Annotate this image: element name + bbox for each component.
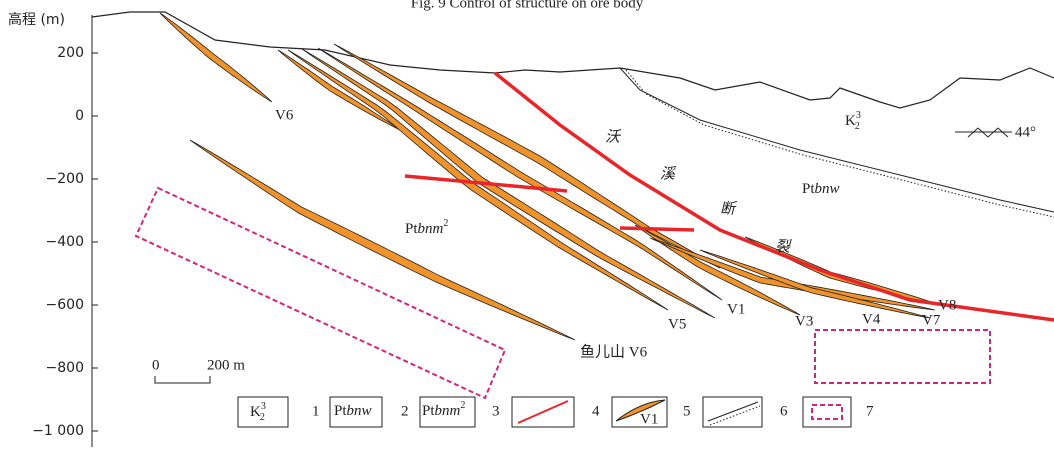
text: 2 [855, 121, 860, 132]
text: Pt [422, 403, 435, 419]
text: bnm [435, 403, 461, 419]
unconformity-dotted [626, 70, 1054, 217]
vein-label: V4 [862, 311, 881, 327]
title: Fig. 9 Control of structure on ore body [411, 0, 644, 11]
scale-label: 200 m [207, 357, 245, 373]
section: Fig. 9 Control of structure on ore body … [0, 0, 1054, 447]
vein-label: V1 [727, 301, 745, 317]
text: 3 [261, 401, 266, 412]
legend-number: 6 [780, 403, 788, 419]
legend-number: 3 [492, 403, 500, 419]
target-zone [815, 330, 990, 383]
text: Pt [334, 403, 347, 419]
topography [92, 12, 1054, 108]
tick-label: −1 000 [32, 423, 84, 439]
text: bnm [418, 221, 444, 237]
formation-label: Ptbnw [802, 181, 840, 197]
fault-label: 断 [720, 200, 738, 217]
scale-label: 0 [152, 357, 160, 373]
tick-label: −600 [46, 297, 84, 313]
fault [620, 228, 694, 230]
fault-label: 溪 [660, 165, 677, 182]
text: Pt [405, 221, 418, 237]
tick-label: −200 [46, 171, 84, 187]
text: bnw [815, 181, 840, 197]
vein-label: V3 [795, 313, 813, 329]
legend-line [708, 402, 758, 421]
legend-fault [518, 401, 568, 423]
text: 2 [443, 218, 448, 229]
tick-label: −400 [46, 234, 84, 250]
ticks: 200 0 −200 −400 −600 −800 −1 000 [32, 45, 98, 439]
fault-label: 裂 [775, 238, 792, 255]
legend-zone [812, 405, 842, 419]
text: 3 [856, 110, 861, 121]
vein-label: 鱼儿山 V6 [580, 342, 648, 360]
legend-number: 5 [683, 403, 691, 419]
fault-label: 沃 [605, 128, 622, 145]
vein-label: V8 [938, 297, 956, 313]
legend-line [710, 406, 760, 425]
fault [405, 176, 567, 191]
attitude: 44° [1015, 124, 1036, 140]
legend-number: 7 [866, 403, 874, 419]
text: 2 [460, 400, 465, 411]
scale-bar [155, 376, 210, 383]
ore-vein [160, 13, 272, 102]
axis-label: 高程 (m) [8, 11, 65, 28]
legend-number: 4 [592, 403, 600, 419]
tick-label: 0 [75, 108, 84, 124]
legend-box [803, 397, 851, 427]
vein-label: V5 [668, 316, 686, 332]
tick-label: −800 [46, 360, 84, 376]
legend-text: Ptbnw [334, 403, 372, 419]
legend-text: Ptbnm2 [422, 400, 465, 419]
text: 2 [260, 412, 265, 423]
ore-vein [334, 44, 720, 268]
ore-vein [650, 238, 935, 310]
ore-vein [302, 49, 715, 318]
vein-label: V7 [922, 312, 941, 328]
legend-text: V1 [640, 411, 658, 427]
text: Pt [802, 181, 815, 197]
legend-number: 1 [312, 403, 320, 419]
tick-label: 200 [57, 45, 84, 61]
formation-label: Ptbnm2 [405, 218, 448, 237]
text: bnw [347, 403, 372, 419]
legend-number: 2 [401, 403, 409, 419]
vein-label: V6 [275, 107, 294, 123]
veins [160, 13, 940, 340]
